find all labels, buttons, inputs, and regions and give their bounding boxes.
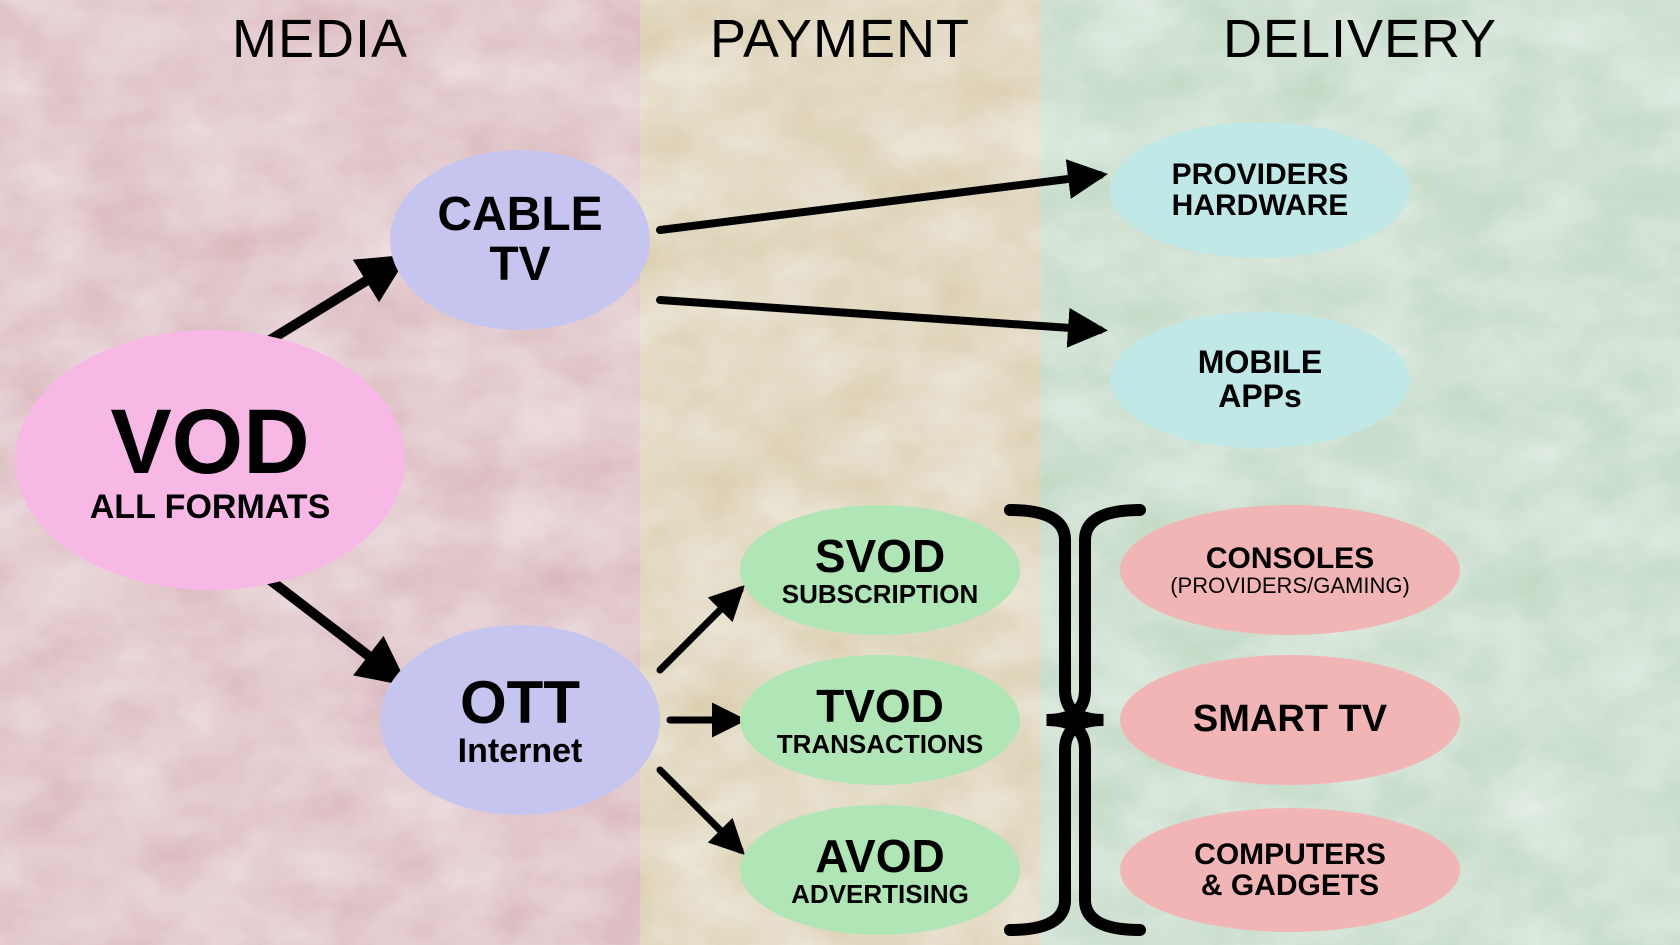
node-consoles: CONSOLES(PROVIDERS/GAMING) — [1120, 505, 1460, 635]
node-vod-line2: ALL FORMATS — [90, 490, 331, 526]
node-svod-line1: SVOD — [815, 532, 945, 580]
node-computers: COMPUTERS& GADGETS — [1120, 808, 1460, 932]
node-tvod: TVODTRANSACTIONS — [740, 655, 1020, 785]
header-delivery: DELIVERY — [1040, 8, 1680, 70]
arrow-cable-mobile — [660, 300, 1100, 330]
node-consoles-line1: CONSOLES — [1206, 543, 1374, 575]
brace-left — [1010, 510, 1104, 930]
header-media: MEDIA — [0, 8, 640, 70]
node-mobile-line1: MOBILE — [1198, 346, 1322, 380]
node-mobile-line2: APPs — [1218, 380, 1302, 414]
node-cable-line2: TV — [489, 240, 550, 290]
node-computers-line2: & GADGETS — [1201, 870, 1379, 902]
node-vod: VODALL FORMATS — [15, 330, 405, 590]
node-ott-line2: Internet — [458, 734, 583, 770]
node-smarttv: SMART TV — [1120, 655, 1460, 785]
node-avod: AVODADVERTISING — [740, 805, 1020, 935]
arrow-cable-hardware — [660, 175, 1100, 230]
node-tvod-line1: TVOD — [816, 682, 944, 730]
node-consoles-line2: (PROVIDERS/GAMING) — [1170, 574, 1410, 597]
node-cable: CABLETV — [390, 150, 650, 330]
node-cable-line1: CABLE — [437, 190, 602, 240]
node-vod-line1: VOD — [110, 394, 309, 491]
arrow-vod-ott — [270, 580, 400, 680]
column-payment — [640, 0, 1040, 945]
node-hardware-line1: PROVIDERS — [1172, 159, 1349, 191]
node-smarttv-line1: SMART TV — [1193, 700, 1387, 740]
node-computers-line1: COMPUTERS — [1194, 839, 1386, 871]
node-svod: SVODSUBSCRIPTION — [740, 505, 1020, 635]
node-tvod-line2: TRANSACTIONS — [777, 731, 984, 758]
arrow-vod-cable — [270, 260, 400, 340]
arrow-ott-svod — [660, 590, 740, 670]
node-avod-line1: AVOD — [815, 832, 945, 880]
arrow-ott-avod — [660, 770, 740, 850]
node-hardware: PROVIDERSHARDWARE — [1110, 122, 1410, 258]
node-hardware-line2: HARDWARE — [1172, 190, 1349, 222]
header-payment: PAYMENT — [640, 8, 1040, 70]
node-avod-line2: ADVERTISING — [791, 881, 969, 908]
node-ott-line1: OTT — [460, 671, 580, 734]
node-svod-line2: SUBSCRIPTION — [782, 581, 978, 608]
node-ott: OTTInternet — [380, 625, 660, 815]
node-mobile: MOBILEAPPs — [1110, 312, 1410, 448]
diagram-stage: MEDIAPAYMENTDELIVERY VODALL FORMATSCABLE… — [0, 0, 1680, 945]
